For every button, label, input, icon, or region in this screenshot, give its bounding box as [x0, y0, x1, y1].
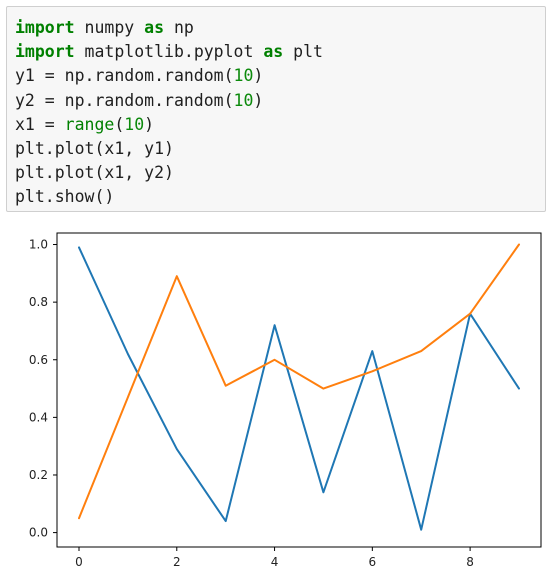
builtin-token: range — [64, 114, 115, 134]
code-line: import matplotlib.pyplot as plt — [15, 40, 323, 64]
plot-frame — [56, 232, 542, 548]
keyword-token: as — [263, 42, 284, 62]
code-token: y1 = np.random.random( — [15, 66, 234, 86]
code-token: plt — [283, 42, 323, 62]
code-line: y2 = np.random.random(10) — [15, 89, 323, 113]
x-tick-label: 8 — [466, 555, 474, 569]
code-token: x1 = — [15, 114, 65, 134]
line-chart: 0 2 4 6 8 0.0 0.2 0.4 0.6 0.8 1.0 — [29, 232, 542, 569]
code-token: numpy — [74, 18, 145, 37]
keyword-token: as — [144, 18, 165, 37]
code-token: ( — [114, 114, 125, 134]
x-tick-label: 6 — [369, 555, 377, 569]
code-line: x1 = range(10) — [15, 113, 323, 137]
output-area: 0 2 4 6 8 0.0 0.2 0.4 0.6 0.8 1.0 — [0, 222, 548, 580]
x-tick-label: 2 — [173, 555, 181, 569]
y-tick-label: 0.6 — [29, 353, 48, 367]
keyword-token: import — [15, 42, 75, 62]
code-token: plt.show() — [15, 187, 115, 207]
code-token: ) — [144, 114, 155, 134]
code-token: plt.plot(x1, y1) — [15, 138, 174, 158]
x-tick-label: 4 — [271, 555, 279, 569]
code-line: import numpy as np — [15, 16, 323, 40]
x-tick-label: 0 — [75, 555, 83, 569]
code-line: plt.plot(x1, y1) — [15, 137, 323, 161]
code-cell[interactable]: import numpy as np import matplotlib.pypl… — [6, 6, 546, 212]
code-token: ) — [253, 90, 264, 110]
number-token: 10 — [233, 90, 254, 110]
number-token: 10 — [124, 114, 145, 134]
series-line-1 — [78, 246, 520, 531]
code-line: plt.show() — [15, 185, 323, 209]
y-tick-label: 0.8 — [29, 295, 48, 309]
y-tick-label: 0.4 — [29, 410, 48, 424]
y-tick-label: 0.2 — [29, 468, 48, 482]
code-token: matplotlib.pyplot — [74, 42, 264, 62]
code-token: np — [164, 18, 194, 37]
keyword-token: import — [15, 18, 75, 37]
y-tick-label: 0.0 — [29, 526, 48, 540]
series-line-2 — [78, 243, 520, 520]
number-token: 10 — [233, 66, 254, 86]
code-line: y1 = np.random.random(10) — [15, 64, 323, 88]
code-line: plt.plot(x1, y2) — [15, 161, 323, 185]
code-token: ) — [253, 66, 264, 86]
code-editor[interactable]: import numpy as np import matplotlib.pypl… — [15, 16, 323, 210]
code-token: plt.plot(x1, y2) — [15, 163, 174, 183]
code-token: y2 = np.random.random( — [15, 90, 234, 110]
y-tick-label: 1.0 — [29, 238, 48, 252]
